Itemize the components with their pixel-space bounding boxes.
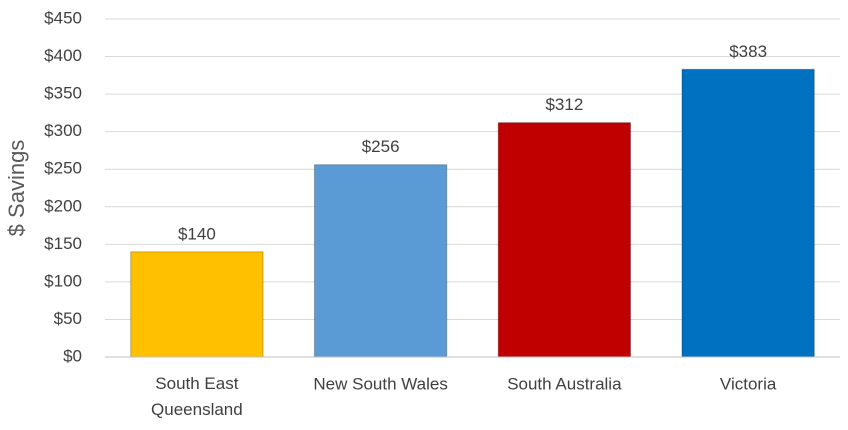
bar (497, 122, 632, 358)
value-label: $383 (729, 42, 767, 61)
bar (313, 164, 448, 358)
y-tick-label: $200 (44, 196, 82, 215)
y-tick-label: $350 (44, 84, 82, 103)
y-tick-label: $100 (44, 271, 82, 290)
y-tick-label: $450 (44, 8, 82, 27)
y-tick-label: $0 (63, 346, 82, 365)
bar (130, 251, 264, 358)
y-tick-label: $400 (44, 46, 82, 65)
y-axis-label: $ Savings (4, 140, 29, 237)
y-tick-label: $250 (44, 159, 82, 178)
x-tick-label: South East Queensland (151, 374, 243, 419)
bar (681, 68, 815, 358)
y-tick-label: $150 (44, 234, 82, 253)
y-tick-label: $50 (54, 309, 82, 328)
value-label: $312 (545, 95, 583, 114)
x-tick-label: Victoria (720, 374, 777, 393)
value-label: $256 (362, 137, 400, 156)
x-tick-label: New South Wales (313, 374, 447, 393)
x-tick-label: South Australia (507, 374, 622, 393)
y-tick-label: $300 (44, 121, 82, 140)
value-label: $140 (178, 224, 216, 243)
